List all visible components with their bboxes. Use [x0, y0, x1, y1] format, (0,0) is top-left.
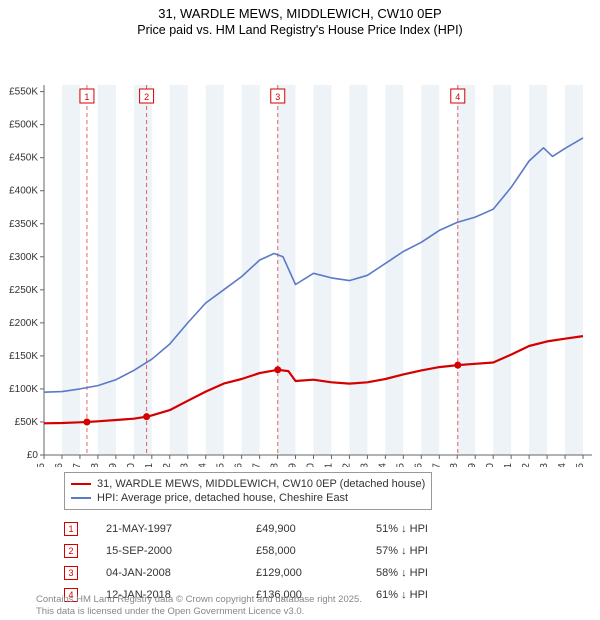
svg-text:2021: 2021: [503, 463, 514, 467]
svg-text:2007: 2007: [252, 463, 263, 467]
svg-text:2017: 2017: [431, 463, 442, 467]
footnote-line: Contains HM Land Registry data © Crown c…: [36, 594, 362, 606]
chart-legend: 31, WARDLE MEWS, MIDDLEWICH, CW10 0EP (d…: [64, 472, 432, 510]
svg-text:2019: 2019: [467, 463, 478, 467]
transaction-delta: 51% ↓ HPI: [376, 523, 428, 535]
svg-text:£50K: £50K: [15, 417, 39, 428]
svg-text:2003: 2003: [180, 463, 191, 467]
svg-text:1997: 1997: [72, 463, 83, 467]
svg-text:2024: 2024: [557, 463, 568, 467]
svg-text:2014: 2014: [377, 463, 388, 467]
transaction-delta: 57% ↓ HPI: [376, 545, 428, 557]
svg-text:£0: £0: [27, 450, 39, 461]
svg-text:2005: 2005: [216, 463, 227, 467]
svg-text:2002: 2002: [162, 463, 173, 467]
transaction-date: 21-MAY-1997: [106, 523, 256, 535]
svg-text:2004: 2004: [198, 463, 209, 467]
svg-text:2011: 2011: [323, 463, 334, 467]
chart-title-line2: Price paid vs. HM Land Registry's House …: [0, 23, 600, 37]
copyright-footnote: Contains HM Land Registry data © Crown c…: [36, 594, 362, 618]
legend-item: 31, WARDLE MEWS, MIDDLEWICH, CW10 0EP (d…: [71, 477, 425, 491]
svg-text:2013: 2013: [359, 463, 370, 467]
svg-text:2023: 2023: [539, 463, 550, 467]
svg-text:£200K: £200K: [9, 318, 38, 329]
svg-text:2: 2: [144, 92, 149, 102]
legend-item: HPI: Average price, detached house, Ches…: [71, 491, 425, 505]
svg-text:2010: 2010: [306, 463, 317, 467]
svg-text:£150K: £150K: [9, 351, 38, 362]
svg-text:£400K: £400K: [9, 186, 38, 197]
svg-text:1996: 1996: [54, 463, 65, 467]
svg-text:£550K: £550K: [9, 87, 38, 98]
svg-text:£350K: £350K: [9, 219, 38, 230]
svg-text:2016: 2016: [413, 463, 424, 467]
svg-text:1: 1: [84, 92, 89, 102]
svg-text:2018: 2018: [449, 463, 460, 467]
footnote-line: This data is licensed under the Open Gov…: [36, 606, 362, 618]
svg-text:1995: 1995: [36, 463, 47, 467]
svg-text:£100K: £100K: [9, 384, 38, 395]
svg-text:2008: 2008: [270, 463, 281, 467]
table-row: 2 15-SEP-2000 £58,000 57% ↓ HPI: [64, 540, 428, 562]
svg-text:2025: 2025: [575, 463, 586, 467]
svg-text:2001: 2001: [144, 463, 155, 467]
table-row: 3 04-JAN-2008 £129,000 58% ↓ HPI: [64, 562, 428, 584]
transaction-delta: 58% ↓ HPI: [376, 567, 428, 579]
transaction-date: 15-SEP-2000: [106, 545, 256, 557]
legend-label: 31, WARDLE MEWS, MIDDLEWICH, CW10 0EP (d…: [97, 478, 425, 490]
transaction-marker-icon: 2: [64, 544, 78, 558]
svg-text:2015: 2015: [395, 463, 406, 467]
svg-text:2006: 2006: [234, 463, 245, 467]
legend-swatch: [71, 483, 91, 485]
svg-text:1998: 1998: [90, 463, 101, 467]
legend-label: HPI: Average price, detached house, Ches…: [97, 492, 348, 504]
svg-text:£450K: £450K: [9, 153, 38, 164]
table-row: 1 21-MAY-1997 £49,900 51% ↓ HPI: [64, 518, 428, 540]
transaction-delta: 61% ↓ HPI: [376, 589, 428, 601]
svg-text:1999: 1999: [108, 463, 119, 467]
svg-text:4: 4: [455, 92, 460, 102]
price-chart: £0 £50K £100K £150K £200K £250K £300K £350K £400…: [0, 37, 600, 467]
svg-text:2020: 2020: [485, 463, 496, 467]
transaction-price: £49,900: [256, 523, 376, 535]
chart-title-line1: 31, WARDLE MEWS, MIDDLEWICH, CW10 0EP: [0, 6, 600, 21]
svg-text:£250K: £250K: [9, 285, 38, 296]
svg-text:2012: 2012: [341, 463, 352, 467]
svg-text:2000: 2000: [126, 463, 137, 467]
transaction-marker-icon: 1: [64, 522, 78, 536]
chart-title-block: 31, WARDLE MEWS, MIDDLEWICH, CW10 0EP Pr…: [0, 0, 600, 37]
transaction-price: £129,000: [256, 567, 376, 579]
svg-text:£300K: £300K: [9, 252, 38, 263]
transaction-price: £58,000: [256, 545, 376, 557]
svg-text:3: 3: [275, 92, 280, 102]
svg-text:2009: 2009: [288, 463, 299, 467]
transaction-date: 04-JAN-2008: [106, 567, 256, 579]
transactions-table: 1 21-MAY-1997 £49,900 51% ↓ HPI 2 15-SEP…: [64, 518, 428, 606]
transaction-marker-icon: 3: [64, 566, 78, 580]
svg-text:£500K: £500K: [9, 120, 38, 131]
svg-text:2022: 2022: [521, 463, 532, 467]
legend-swatch: [71, 497, 91, 499]
